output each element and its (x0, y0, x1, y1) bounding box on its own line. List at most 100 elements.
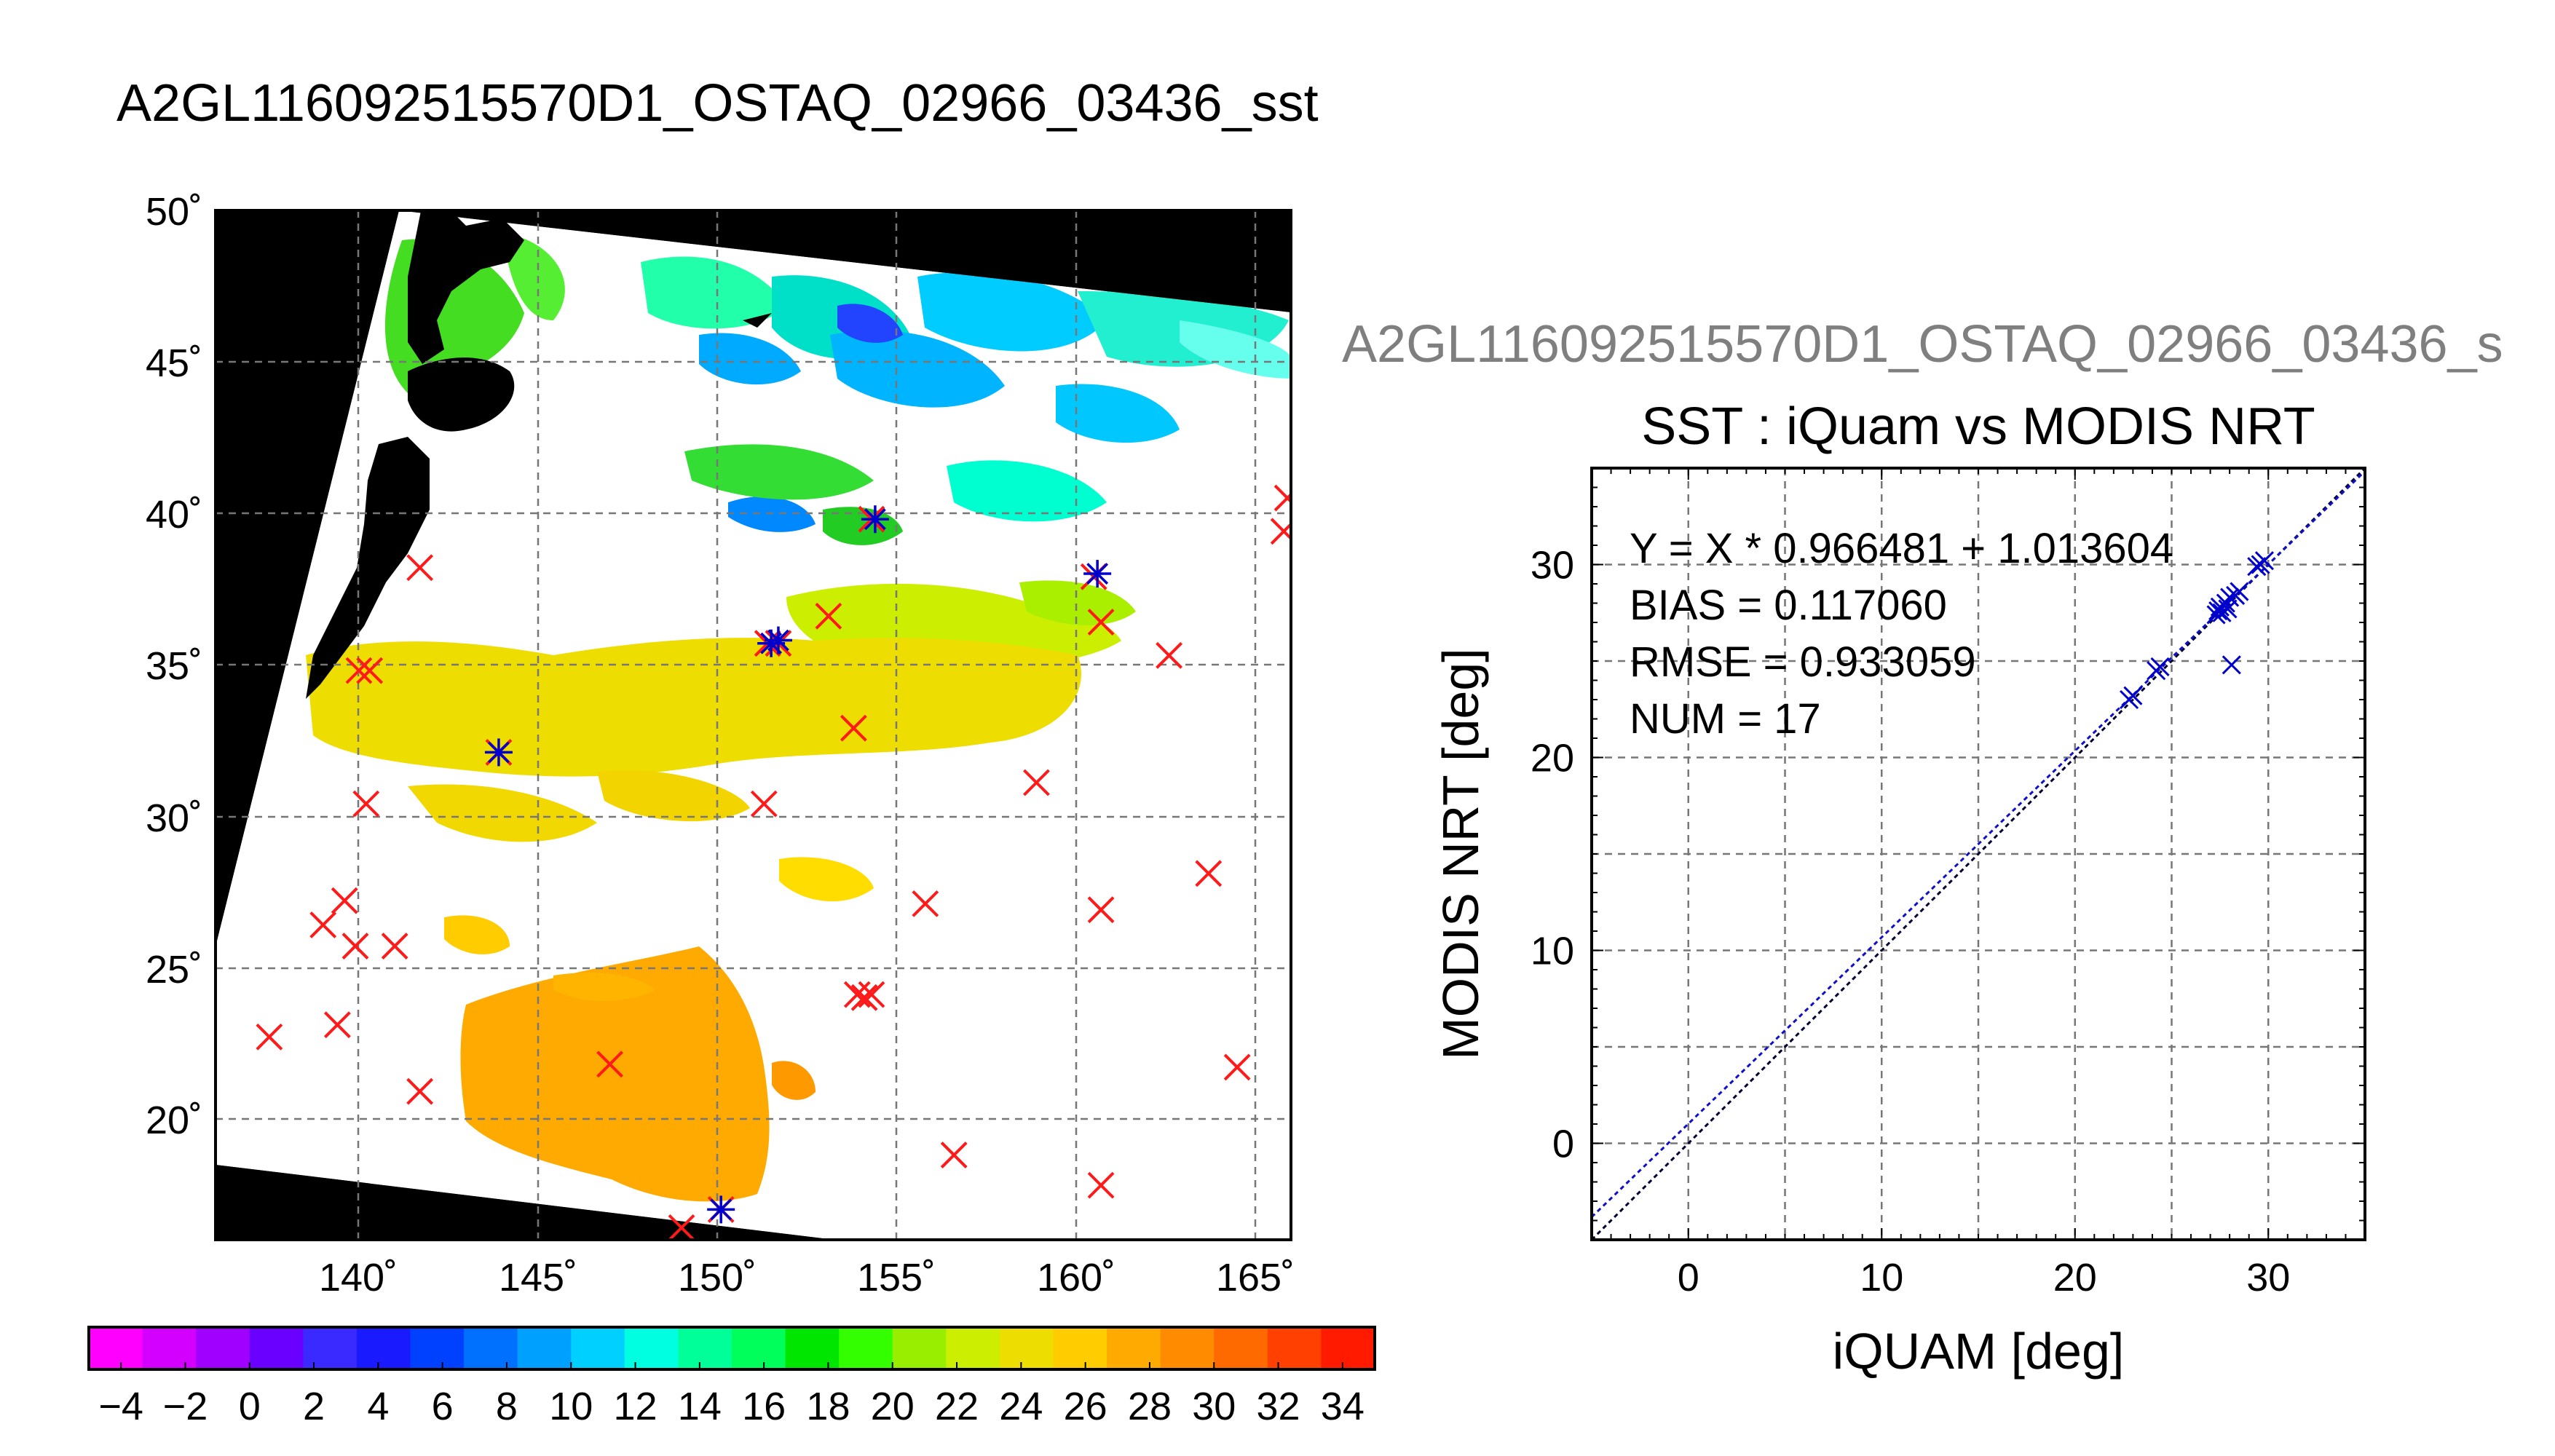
insitu-marker (1195, 860, 1223, 887)
y-axis-label: MODIS NRT [deg] (1432, 648, 1489, 1059)
insitu-marker (309, 911, 337, 938)
matchup-scatter: SST : iQuam vs MODIS NRT 0 10 20 300102030 … (1432, 397, 2366, 1380)
matchup-marker (764, 626, 792, 654)
colorbar: −4 −2 0 2 4 6 8 10 12 14 16 18 20 22 24 26 28 30 32 34 (87, 1326, 1376, 1428)
lon-tick-label: 150˚ (678, 1256, 757, 1299)
insitu-marker (1223, 1053, 1251, 1081)
sst-patch (684, 444, 874, 500)
identity-line (1592, 468, 2365, 1240)
colorbar-frame (87, 1326, 1376, 1371)
insitu-marker (356, 657, 384, 684)
scatter-point (2150, 657, 2170, 677)
scatter-point (2123, 686, 2143, 705)
colorbar-cell (785, 1327, 840, 1369)
swath-region (216, 210, 1291, 1240)
colorbar-tick-label: 34 (1321, 1385, 1365, 1428)
colorbar-cell (89, 1327, 143, 1369)
colorbar-cell (517, 1327, 572, 1369)
insitu-marker (406, 1077, 434, 1105)
sst-patch (837, 304, 903, 343)
sst-patch (1019, 580, 1136, 625)
sst-patch (444, 915, 510, 954)
colorbar-tick-label: 16 (742, 1385, 786, 1428)
insitu-marker (940, 1142, 968, 1168)
y-tick-label: 30 (1531, 544, 1574, 587)
insitu-marker (406, 554, 434, 582)
insitu-marker (352, 790, 380, 818)
matchup-marker (707, 1195, 735, 1224)
colorbar-tick-label: 0 (239, 1385, 261, 1428)
scatter-point (2254, 551, 2275, 571)
scatter-point (2247, 557, 2267, 577)
lon-tick-label: 165˚ (1216, 1256, 1295, 1299)
colorbar-tick-label: −2 (163, 1385, 208, 1428)
colorbar-tick-label: 30 (1192, 1385, 1236, 1428)
colorbar-tick-labels: −4 −2 0 2 4 6 8 10 12 14 16 18 20 22 24 26 28 30 32 34 (98, 1362, 1365, 1428)
lat-tick-label: 25˚ (146, 948, 202, 992)
lat-tick-label: 35˚ (146, 644, 202, 688)
scatter-point (2216, 593, 2235, 613)
map-title: A2GL116092515570D1_OSTAQ_02966_03436_sst (117, 74, 1319, 132)
insitu-markers (256, 484, 1291, 1240)
colorbar-tick-label: 26 (1064, 1385, 1107, 1428)
colorbar-tick-label: 24 (999, 1385, 1043, 1428)
insitu-marker (858, 981, 885, 1008)
x-tick-label: 0 (1678, 1256, 1699, 1299)
colorbar-cell (571, 1327, 625, 1369)
lat-tick-label: 30˚ (146, 796, 202, 840)
lon-tick-label: 140˚ (319, 1256, 398, 1299)
bias-value: BIAS = 0.117060 (1630, 582, 1947, 629)
sst-patch (830, 330, 1005, 408)
insitu-marker (840, 714, 867, 742)
fit-line (1592, 470, 2365, 1218)
land-mass (408, 357, 515, 432)
lat-tick-label: 20˚ (146, 1099, 202, 1142)
sst-patch (917, 272, 1107, 352)
insitu-marker (843, 981, 871, 1008)
map-frame (214, 209, 1292, 1241)
lat-tick-label: 50˚ (146, 190, 202, 234)
sst-patch (699, 333, 801, 385)
sst-patch (502, 233, 565, 320)
scatter-point (2230, 582, 2249, 601)
colorbar-cell (1160, 1327, 1215, 1369)
insitu-marker (1270, 518, 1291, 545)
insitu-marker (850, 984, 878, 1011)
scatter-points (2120, 551, 2275, 710)
x-tick-label: 20 (2053, 1256, 2097, 1299)
colorbar-cell (464, 1327, 518, 1369)
sst-patch (553, 973, 655, 1001)
colorbar-cell (839, 1327, 893, 1369)
insitu-marker (1087, 896, 1115, 924)
colorbar-cell (1267, 1327, 1322, 1369)
insitu-marker (1273, 484, 1291, 512)
sst-patch (641, 256, 786, 329)
sst-patch (597, 770, 750, 822)
colorbar-cell (892, 1327, 947, 1369)
map-grid (216, 210, 1291, 1240)
num-value: NUM = 17 (1630, 695, 1821, 743)
colorbar-cell (678, 1327, 732, 1369)
colorbar-cell (142, 1327, 197, 1369)
land-mass (743, 313, 772, 328)
colorbar-tick-label: 10 (549, 1385, 593, 1428)
insitu-marker (912, 890, 939, 917)
sst-patch (1180, 320, 1291, 379)
colorbar-cell (196, 1327, 250, 1369)
x-tick-label: 30 (2246, 1256, 2290, 1299)
scatter-point (2222, 655, 2241, 675)
land-mass (408, 211, 524, 364)
x-tick-label: 10 (1860, 1256, 1903, 1299)
lon-tick-label: 155˚ (857, 1256, 936, 1299)
scatter-point (2212, 603, 2232, 622)
colorbar-cell (999, 1327, 1054, 1369)
insitu-marker (1087, 609, 1115, 636)
matchup-marker (484, 738, 513, 767)
lat-tick-label: 45˚ (146, 341, 202, 385)
y-tick-label: 0 (1552, 1123, 1574, 1166)
sst-patch (772, 1061, 816, 1100)
colorbar-cell (356, 1327, 411, 1369)
lon-tick-label: 145˚ (499, 1256, 577, 1299)
insitu-marker (345, 657, 373, 684)
